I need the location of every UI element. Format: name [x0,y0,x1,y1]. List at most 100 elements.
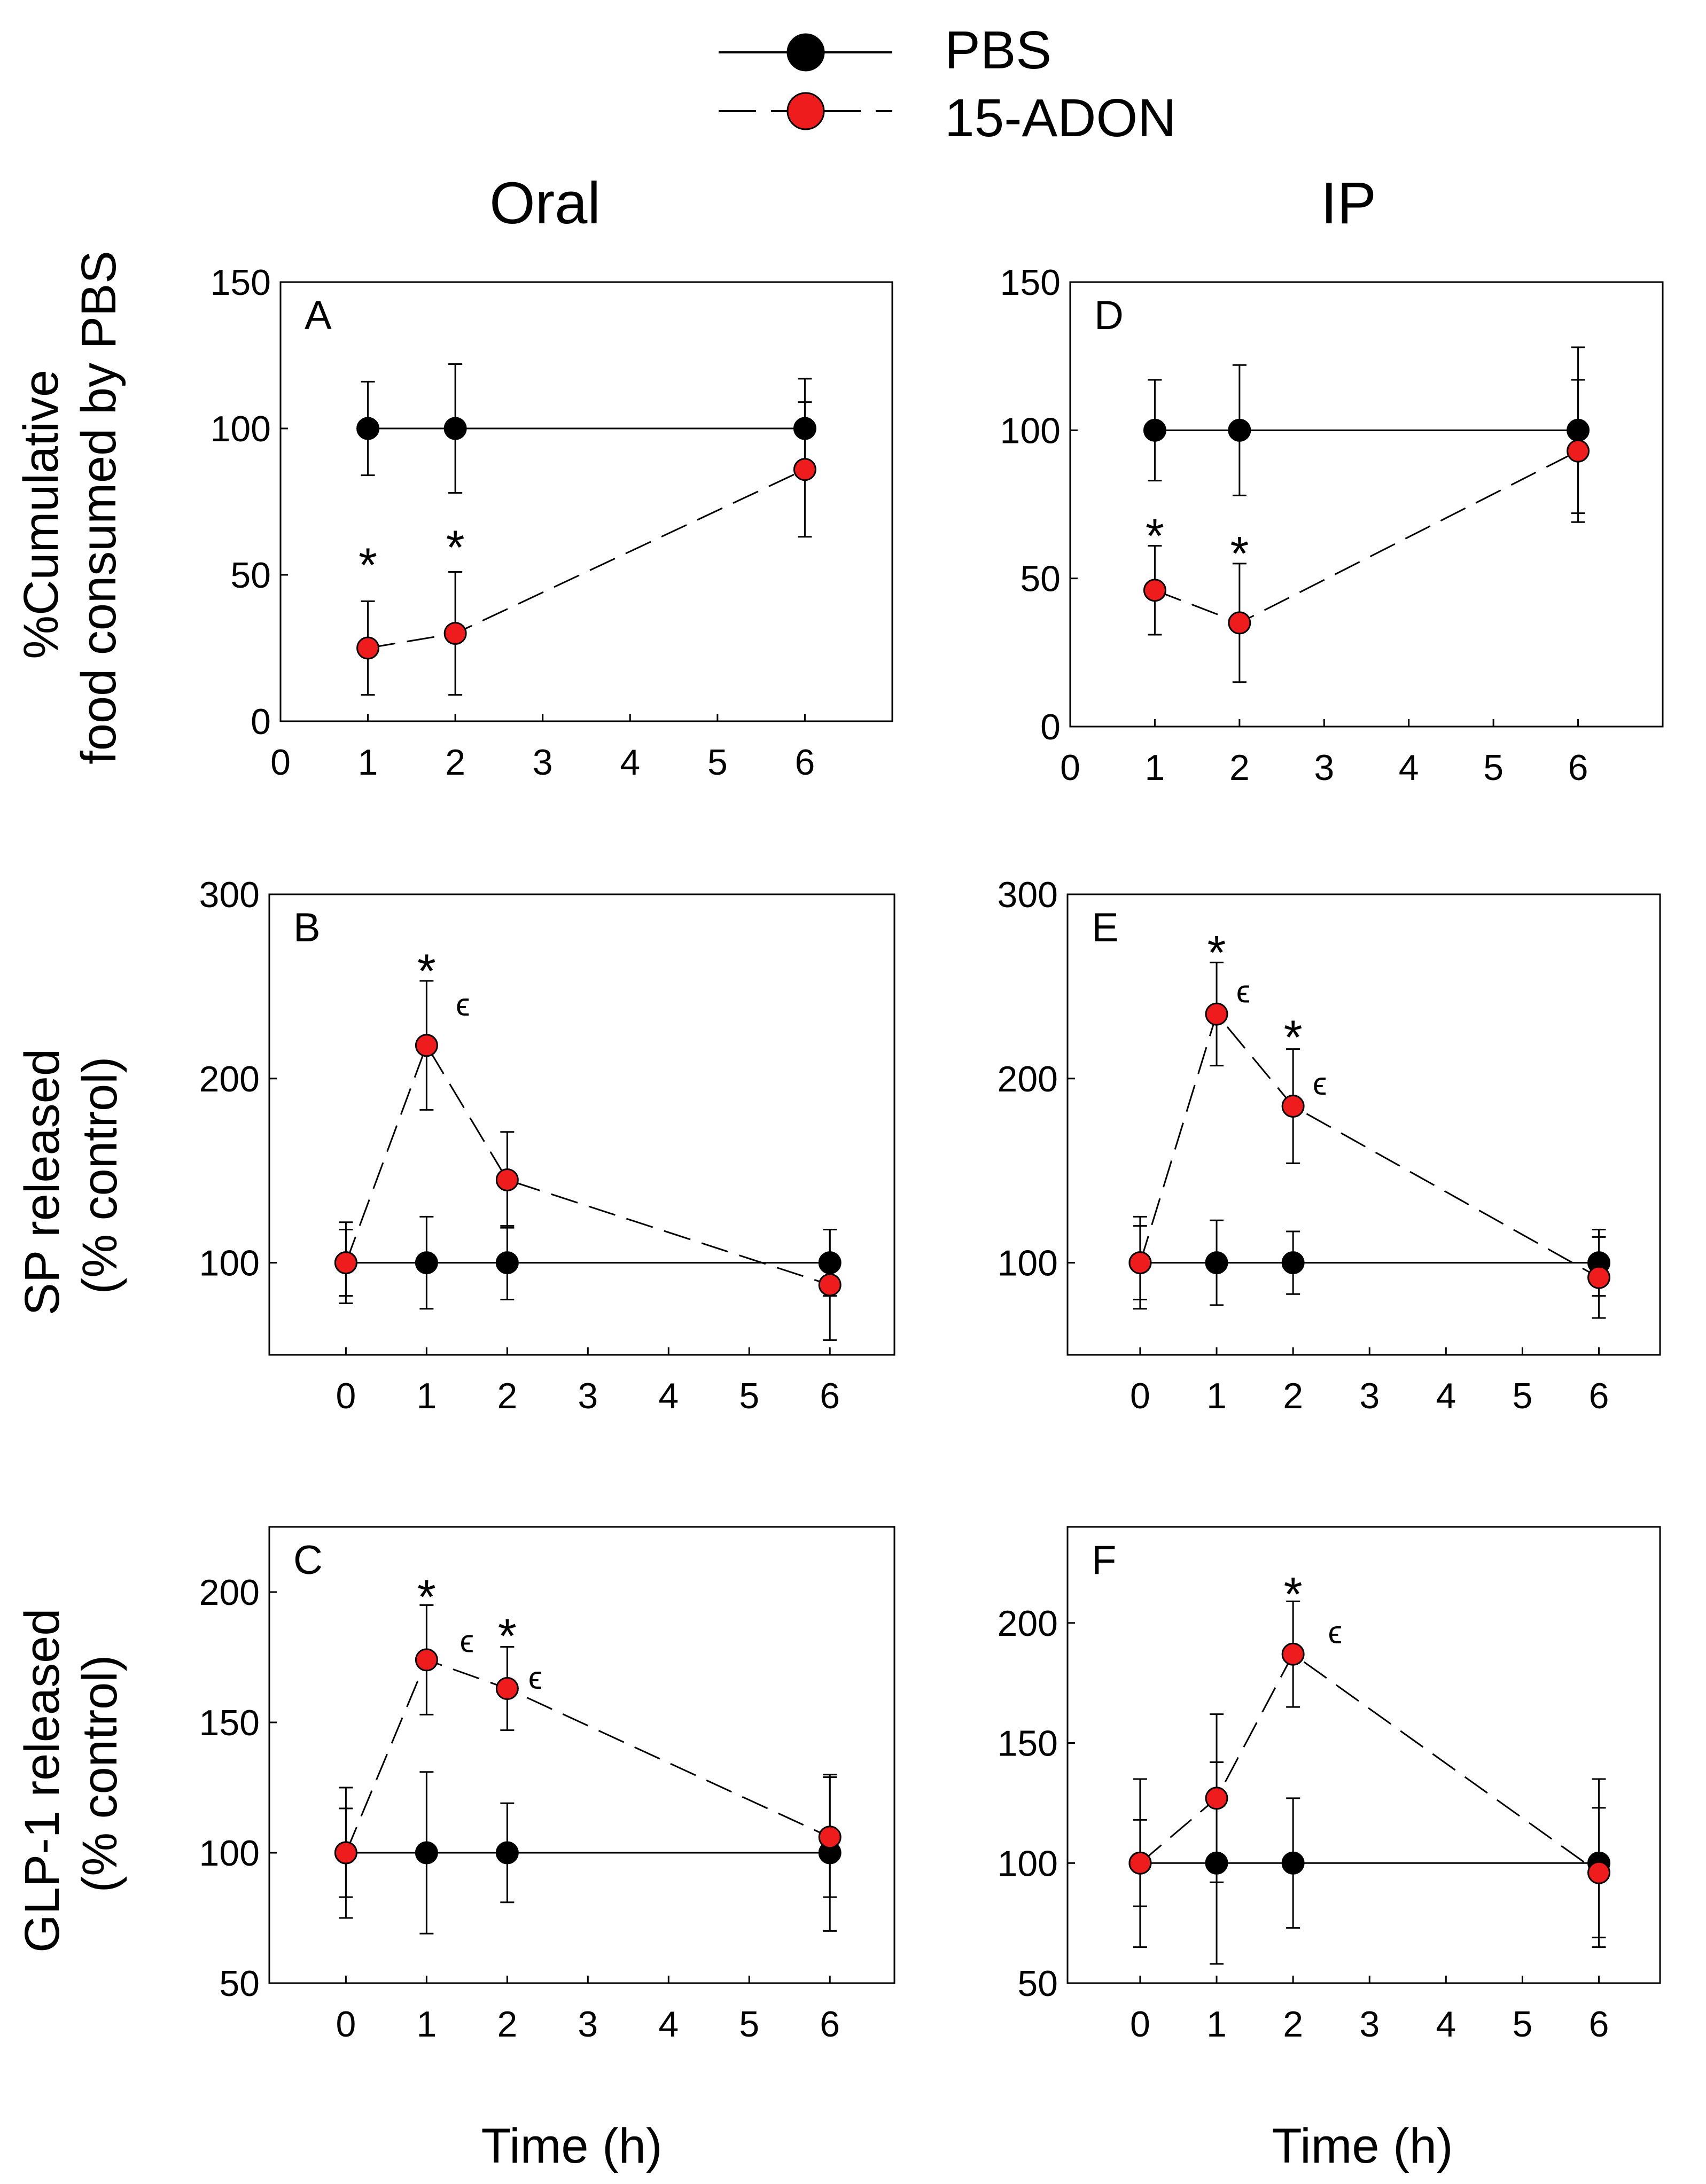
panel-e-xtick-label: 1 [1206,1376,1227,1416]
panel-f-xtick-label: 4 [1436,2004,1456,2045]
panel-d-xtick-label: 5 [1483,747,1504,788]
panel-b-pbs-point [495,1251,519,1275]
panel-f-ytick-label: 50 [1017,1963,1058,2004]
panel-e-adon-point [1205,1002,1228,1026]
panel-d-xtick-label: 6 [1568,747,1588,788]
panel-f-adon-point [1281,1642,1305,1666]
panel-a-xtick-label: 5 [707,742,728,783]
panel-b: 100 200 300 0 1 2 3 4 5 6 B * ϵ [199,875,895,1416]
panel-e-adon-point [1587,1266,1611,1289]
panel-a-pbs-point [443,417,467,440]
panel-c-significance-star: * [498,1610,517,1663]
panel-e: 100 200 300 0 1 2 3 4 5 6 E * * ϵ ϵ [998,875,1661,1416]
panel-c-ytick-label: 50 [219,1963,260,2004]
panel-b-letter: B [293,905,321,950]
legend-adon-label: 15-ADON [945,88,1176,148]
panel-f-ytick-label: 150 [998,1723,1058,1764]
panel-a-xtick-label: 1 [358,742,378,783]
panel-e-xtick-label: 6 [1589,1376,1609,1416]
x-axis-title-oral: Time (h) [481,2119,662,2173]
panel-e-adon-point [1128,1251,1152,1275]
y-axis-title-food-line2: food consumed by PBS [72,251,126,764]
panel-a-xtick-label: 6 [795,742,815,783]
panel-b-ytick-label: 300 [199,875,260,915]
panel-f-pbs-point [1281,1851,1305,1875]
panel-a-adon-point [356,636,380,660]
panel-e-xtick-label: 0 [1130,1376,1150,1416]
column-title-ip: IP [1321,170,1376,236]
panel-c-ytick-label: 100 [199,1833,260,1874]
y-axis-title-sp: SP released (% control) [15,1035,127,1315]
column-title-oral: Oral [489,170,601,236]
panel-f-ytick-label: 200 [998,1603,1058,1644]
panel-c-ytick-label: 150 [199,1703,260,1743]
panel-b-xtick-label: 1 [416,1376,437,1416]
panel-b-adon-point [818,1273,842,1297]
panel-d-adon-point [1228,611,1251,635]
y-axis-title-sp-line2: (% control) [73,1057,127,1294]
panel-a-ytick-label: 0 [251,701,271,742]
y-axis-title-glp1-line1: GLP-1 released [15,1609,69,1953]
panel-a-xtick-label: 2 [445,742,465,783]
panel-a-adon-line [368,469,806,649]
panel-a: 0 50 100 150 0 1 2 3 4 5 6 A * * [211,262,893,783]
panel-b-adon-line [345,1043,830,1286]
panel-c-adon-point [818,1826,842,1849]
panel-c-adon-point [334,1841,357,1865]
panel-d-ytick-label: 150 [1000,262,1061,303]
panel-c-xtick-label: 2 [497,2004,517,2045]
panel-a-adon-point [793,458,816,481]
panel-c-xtick-label: 5 [739,2004,759,2045]
panel-e-ytick-label: 100 [998,1243,1058,1284]
panel-b-xtick-label: 2 [497,1376,517,1416]
panel-a-xtick-label: 3 [533,742,553,783]
panel-b-epsilon-mark: ϵ [456,987,470,1023]
panel-c-xtick-label: 3 [578,2004,598,2045]
panel-c-adon-point [495,1677,519,1701]
panel-d-ytick-label: 100 [1000,410,1061,451]
panel-b-xtick-label: 6 [820,1376,840,1416]
panel-b-adon-point [334,1251,357,1275]
panel-f-xtick-label: 6 [1589,2004,1609,2045]
panel-f-adon-point [1587,1861,1611,1884]
panel-b-frame [268,893,895,1356]
panel-a-significance-star: * [446,521,465,575]
panel-e-xtick-label: 4 [1436,1376,1456,1416]
panel-e-adon-line [1139,1012,1600,1278]
panel-c-significance-star: * [417,1571,436,1624]
panel-f-xtick-label: 2 [1283,2004,1303,2045]
panel-c-letter: C [293,1538,323,1583]
panel-a-pbs-point [356,417,380,440]
panel-a-significance-star: * [359,539,377,592]
panel-c-xtick-label: 6 [820,2004,840,2045]
panel-f-epsilon-mark: ϵ [1328,1614,1343,1650]
y-axis-title-sp-line1: SP released [15,1049,69,1316]
panel-e-xtick-label: 3 [1359,1376,1380,1416]
panel-e-epsilon-mark: ϵ [1313,1066,1327,1102]
panel-d-xtick-label: 4 [1399,747,1419,788]
panel-c-xtick-label: 4 [658,2004,679,2045]
panel-b-significance-star: * [417,945,436,998]
panel-b-ytick-label: 100 [199,1243,260,1284]
panel-c-frame [268,1526,895,1984]
panel-c-adon-line [345,1658,830,1853]
panel-d-adon-line [1154,450,1579,624]
panel-d-pbs-point [1143,418,1166,442]
panel-f-adon-point [1128,1851,1152,1875]
panel-c-xtick-label: 1 [416,2004,437,2045]
panel-a-adon-point [443,622,467,645]
panel-a-ytick-label: 150 [211,262,271,303]
panel-e-ytick-label: 200 [998,1059,1058,1099]
legend-pbs-marker [786,33,825,72]
panel-b-adon-point [495,1168,519,1191]
panel-a-letter: A [305,293,332,338]
panel-a-ytick-label: 50 [230,555,271,596]
panel-d-ytick-label: 0 [1040,707,1061,747]
panel-d-xtick-label: 2 [1229,747,1250,788]
panel-a-xtick-label: 0 [270,742,291,783]
panel-f-frame [1066,1526,1661,1984]
panel-f-xtick-label: 0 [1130,2004,1150,2045]
panel-c-epsilon-mark: ϵ [528,1660,543,1696]
panel-f-xtick-label: 3 [1359,2004,1380,2045]
